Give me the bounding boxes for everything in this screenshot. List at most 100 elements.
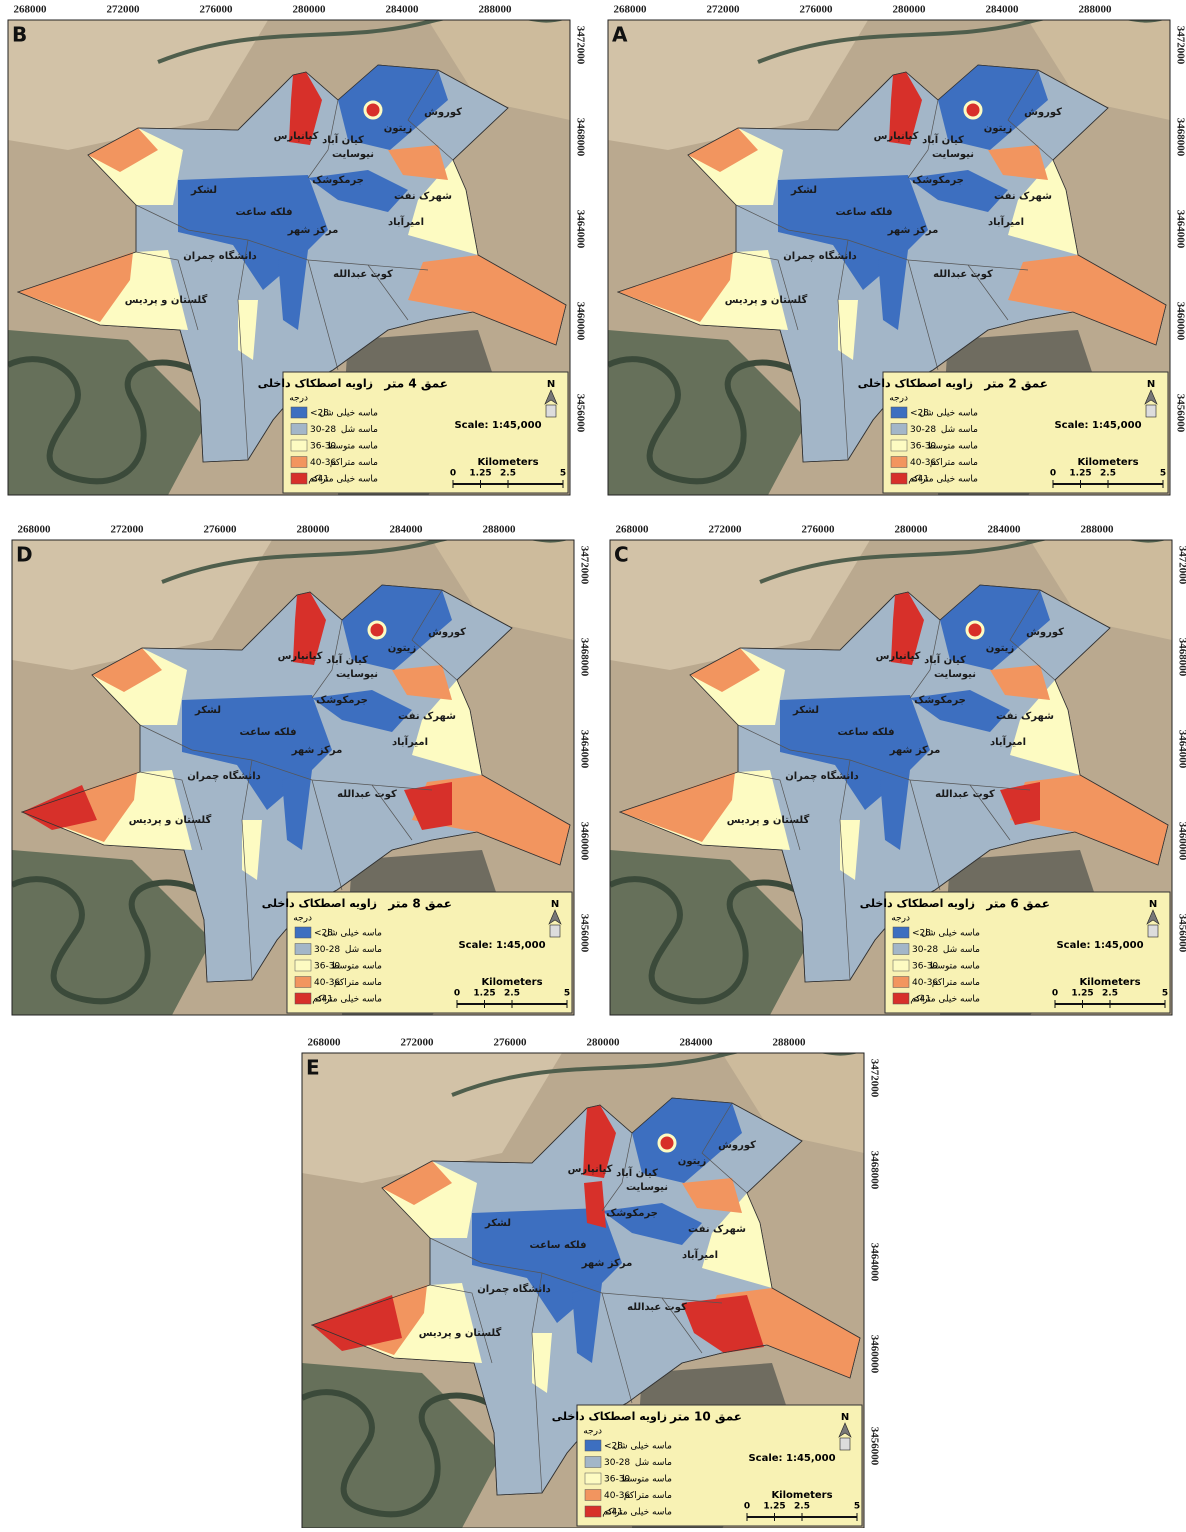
y-coordinate: 3472000	[1176, 546, 1186, 585]
x-coordinate: 268000	[308, 1037, 342, 1049]
friction-zone	[659, 1135, 675, 1151]
legend-range: 30-28	[314, 945, 340, 955]
north-label: N	[551, 899, 559, 910]
legend-label: ماسه متوسط	[331, 962, 382, 972]
legend-label: ماسه خیلی متراکم	[910, 995, 980, 1005]
legend-label: ماسه متراکم	[334, 978, 382, 988]
district-label: شهرک نفت	[688, 1224, 746, 1235]
legend-swatch	[893, 927, 909, 938]
x-coordinate: 284000	[986, 4, 1020, 16]
district-label: فلکه ساعت	[838, 727, 895, 738]
district-label: کوت عبدالله	[337, 789, 397, 800]
legend-unit: درجه	[889, 394, 908, 404]
legend-swatch	[893, 960, 909, 971]
y-coordinate: 3460000	[578, 822, 590, 861]
depth-label: عمق 8 متر	[387, 897, 452, 911]
district-label: گلستان و پردیس	[125, 293, 208, 306]
legend-unit: درجه	[891, 914, 910, 924]
district-label: گلستان و پردیس	[725, 293, 808, 306]
scale-tick-label: 1.25	[473, 989, 495, 999]
district-label: کیانپارس	[568, 1164, 613, 1175]
legend-swatch	[891, 473, 907, 484]
district-label: لشکر	[790, 185, 817, 196]
legend-label: ماسه متوسط	[929, 962, 980, 972]
y-coordinate: 3464000	[578, 730, 590, 769]
panel-letter: B	[12, 23, 27, 47]
legend-swatch	[291, 457, 307, 468]
district-label: نیوسایت	[626, 1182, 668, 1193]
district-label: کوروش	[718, 1140, 756, 1151]
district-label: مرکز شهر	[581, 1258, 633, 1269]
district-label: مرکز شهر	[887, 225, 939, 236]
legend-label: ماسه متوسط	[621, 1475, 672, 1485]
legend-label: ماسه خیلی شل	[919, 409, 978, 419]
district-label: دانشگاه چمران	[785, 769, 859, 782]
legend-range: 30-28	[912, 945, 938, 955]
legend-label: ماسه متوسط	[327, 442, 378, 452]
district-label: جرمکوشک	[914, 695, 966, 706]
y-coordinate: 3468000	[1176, 638, 1186, 677]
scale-tick-label: 0	[454, 989, 460, 999]
district-label: مرکز شهر	[287, 225, 339, 236]
scale-unit: Kilometers	[1079, 977, 1140, 988]
district-label: کیانپارس	[874, 131, 919, 142]
legend-swatch	[891, 424, 907, 435]
legend-swatch	[893, 977, 909, 988]
district-label: زیتون	[388, 643, 417, 654]
district-label: فلکه ساعت	[236, 207, 293, 218]
x-coordinate: 280000	[293, 4, 327, 16]
legend-label: ماسه متوسط	[927, 442, 978, 452]
legend-swatch	[295, 960, 311, 971]
district-label: کیان آباد	[616, 1166, 658, 1179]
scale-tick-label: 0	[1052, 989, 1058, 999]
y-coordinate: 3456000	[1174, 394, 1186, 433]
district-label: فلکه ساعت	[530, 1240, 587, 1251]
x-coordinate: 268000	[14, 4, 48, 16]
legend-swatch	[891, 457, 907, 468]
legend-label: ماسه شل	[635, 1458, 672, 1468]
district-label: دانشگاه چمران	[187, 769, 261, 782]
north-label: N	[1147, 379, 1155, 390]
scale-tick-label: 5	[1162, 989, 1168, 999]
legend-swatch	[291, 473, 307, 484]
y-coordinate: 3460000	[868, 1335, 880, 1374]
district-label: امیرآباد	[392, 735, 428, 748]
legend-swatch	[891, 407, 907, 418]
legend-swatch	[295, 944, 311, 955]
district-label: دانشگاه چمران	[477, 1282, 551, 1295]
x-coordinate: 276000	[494, 1037, 528, 1049]
y-coordinate: 3468000	[578, 638, 590, 677]
scale-ratio: Scale: 1:45,000	[458, 940, 545, 951]
y-coordinate: 3460000	[1174, 302, 1186, 341]
district-label: لشکر	[484, 1218, 511, 1229]
friction-zone	[967, 622, 983, 638]
legend-title: زاویه اصطکاک داخلی	[262, 897, 377, 910]
district-label: جرمکوشک	[312, 175, 364, 186]
district-label: کوت عبدالله	[333, 269, 393, 280]
legend-label: ماسه خیلی شل	[323, 929, 382, 939]
district-label: گلستان و پردیس	[419, 1326, 502, 1339]
north-arrow-base	[1148, 925, 1158, 937]
y-coordinate: 3460000	[1176, 822, 1186, 861]
district-label: شهرک نفت	[994, 191, 1052, 202]
district-label: گلستان و پردیس	[727, 813, 810, 826]
district-label: کیانپارس	[876, 651, 921, 662]
legend-swatch	[295, 977, 311, 988]
district-label: کیانپارس	[274, 131, 319, 142]
x-coordinate: 280000	[297, 524, 331, 536]
x-coordinate: 276000	[200, 4, 234, 16]
district-label: امیرآباد	[388, 215, 424, 228]
legend-swatch	[585, 1473, 601, 1484]
legend-label: ماسه خیلی شل	[613, 1442, 672, 1452]
legend-label: ماسه متراکم	[932, 978, 980, 988]
x-coordinate: 280000	[895, 524, 929, 536]
depth-label: عمق 10 متر	[669, 1410, 742, 1424]
panel-letter: C	[614, 543, 629, 567]
district-label: شهرک نفت	[996, 711, 1054, 722]
panel-letter: A	[612, 23, 628, 47]
depth-label: عمق 6 متر	[985, 897, 1050, 911]
friction-zone	[365, 102, 381, 118]
x-coordinate: 272000	[401, 1037, 435, 1049]
district-label: کیانپارس	[278, 651, 323, 662]
